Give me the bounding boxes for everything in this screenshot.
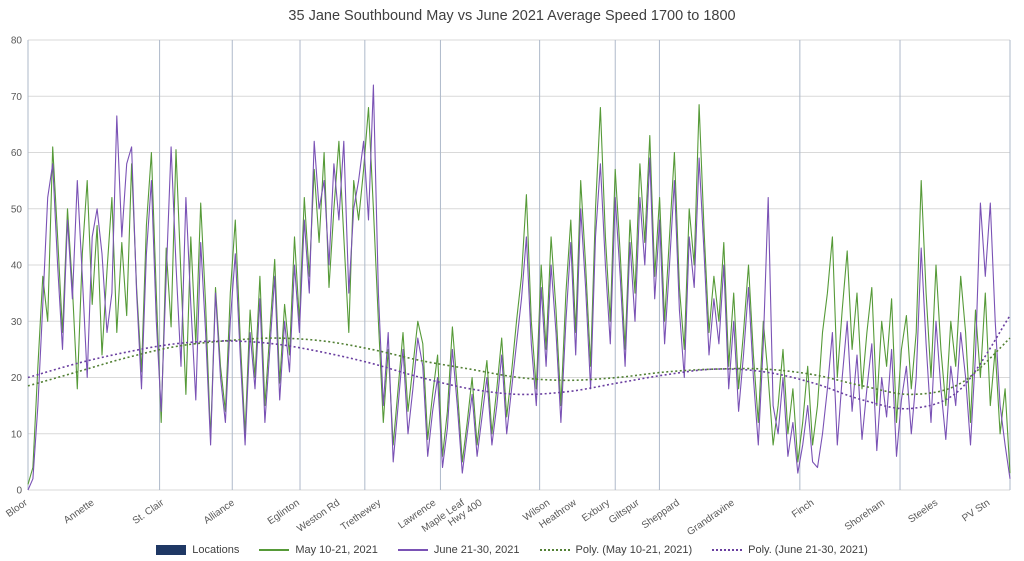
legend-label: June 21-30, 2021: [433, 544, 520, 556]
svg-text:Steeles: Steeles: [906, 497, 940, 525]
legend-item-poly-may: Poly. (May 10-21, 2021): [539, 544, 693, 556]
svg-text:Shoreham: Shoreham: [843, 497, 887, 532]
svg-text:Eglinton: Eglinton: [266, 497, 302, 527]
poly-june-dotted-swatch-icon: [712, 549, 743, 551]
legend-item-poly-june: Poly. (June 21-30, 2021): [712, 544, 868, 556]
speed-line-chart: 0 10 20 30 40 50 60 70 80 Bloor Annette St. Clair Al…: [4, 36, 1011, 535]
svg-text:Annette: Annette: [62, 497, 97, 526]
svg-text:10: 10: [11, 429, 23, 440]
svg-text:Bloor: Bloor: [4, 497, 30, 520]
legend-item-june: June 21-30, 2021: [397, 544, 520, 556]
svg-text:Giltspur: Giltspur: [607, 497, 642, 526]
svg-text:Trethewey: Trethewey: [339, 497, 383, 533]
legend-label: Poly. (May 10-21, 2021): [575, 544, 693, 556]
svg-text:70: 70: [11, 92, 23, 103]
svg-text:Alliance: Alliance: [202, 497, 237, 526]
legend-item-locations: Locations: [156, 544, 239, 556]
svg-text:PV Stn: PV Stn: [960, 497, 992, 524]
svg-text:40: 40: [11, 261, 23, 272]
svg-text:Grandravine: Grandravine: [685, 497, 737, 535]
svg-text:20: 20: [11, 373, 23, 384]
svg-text:Finch: Finch: [790, 497, 816, 520]
svg-text:St. Clair: St. Clair: [131, 497, 167, 527]
june-line-swatch-icon: [397, 549, 428, 551]
legend-label: Poly. (June 21-30, 2021): [748, 544, 868, 556]
svg-text:0: 0: [16, 486, 22, 497]
svg-text:80: 80: [11, 36, 23, 47]
svg-text:30: 30: [11, 317, 23, 328]
chart-legend: Locations May 10-21, 2021 June 21-30, 20…: [0, 544, 1024, 556]
may-line-swatch-icon: [259, 549, 290, 551]
svg-text:Sheppard: Sheppard: [640, 497, 682, 531]
legend-label: Locations: [192, 544, 240, 556]
locations-box-swatch-icon: [156, 545, 187, 555]
legend-label: May 10-21, 2021: [295, 544, 378, 556]
svg-text:Weston Rd: Weston Rd: [295, 497, 342, 534]
chart-title: 35 Jane Southbound May vs June 2021 Aver…: [288, 8, 736, 24]
poly-may-dotted-swatch-icon: [539, 549, 570, 551]
svg-text:50: 50: [11, 204, 23, 215]
svg-text:Exbury: Exbury: [580, 497, 612, 524]
svg-text:60: 60: [11, 148, 23, 159]
legend-item-may: May 10-21, 2021: [259, 544, 378, 556]
